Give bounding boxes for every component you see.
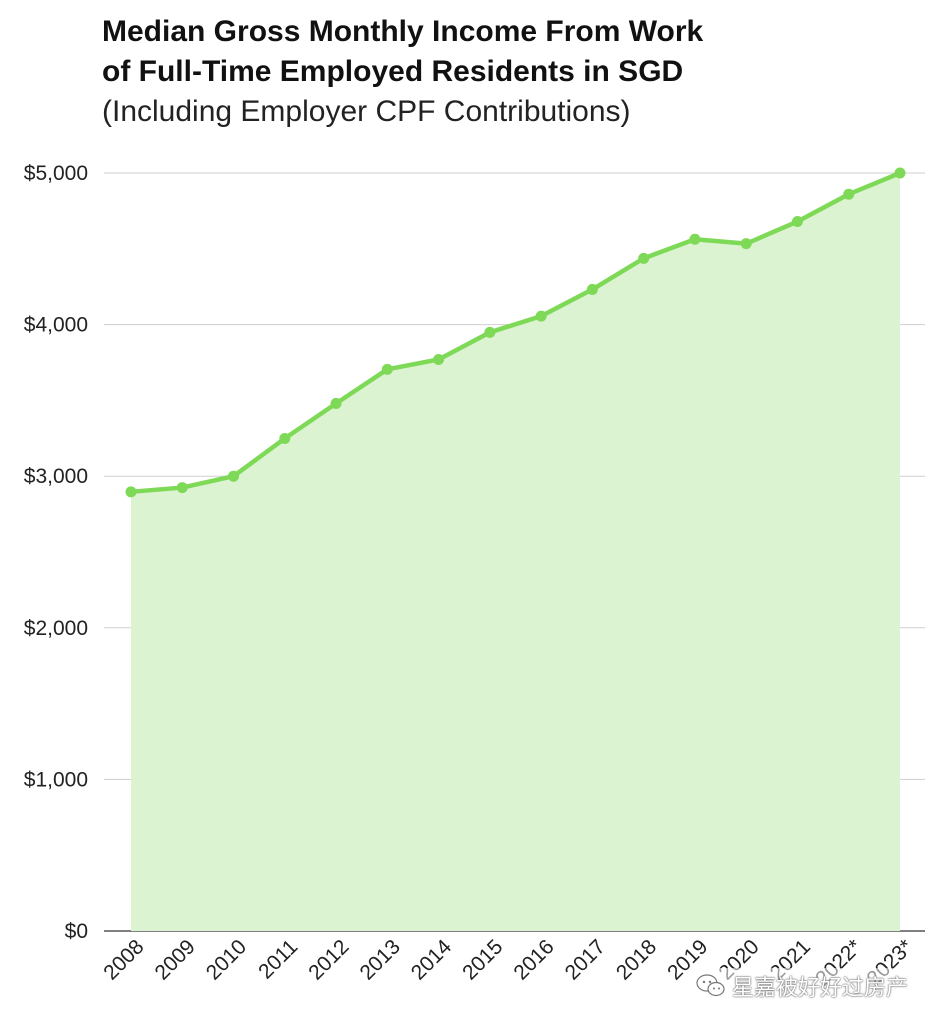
x-tick-label: 2011 [254, 935, 302, 983]
data-point-2010 [228, 470, 240, 482]
x-tick-label: 2015 [458, 935, 507, 984]
y-tick-label: $1,000 [24, 768, 88, 791]
data-point-2020 [740, 238, 752, 250]
area-fill [131, 173, 900, 931]
data-point-2019 [689, 233, 701, 245]
x-tick-label: 2016 [509, 935, 558, 984]
y-tick-label: $4,000 [24, 314, 88, 337]
data-point-2014 [433, 353, 445, 365]
y-tick-label: $0 [65, 920, 88, 943]
x-tick-label: 2008 [99, 935, 148, 984]
data-point-2016 [535, 310, 547, 322]
y-axis-ticks: $0 $1,000 $2,000 $3,000 $4,000 $5,000 [24, 162, 88, 943]
y-tick-label: $2,000 [24, 617, 88, 640]
x-tick-label: 2017 [561, 935, 610, 984]
x-tick-label: 2009 [151, 935, 200, 984]
x-tick-label: 2010 [202, 935, 251, 984]
point-layer [125, 167, 906, 498]
line-layer [128, 170, 903, 495]
y-tick-label: $5,000 [24, 162, 88, 185]
x-tick-label: 2013 [356, 935, 405, 984]
data-point-2017 [586, 283, 598, 295]
data-point-2018 [638, 252, 650, 264]
data-point-2022* [843, 188, 855, 200]
data-point-2011 [279, 432, 291, 444]
x-tick-label: 2012 [304, 935, 353, 984]
watermark-text: 星嘉被好好过房产 [732, 975, 909, 1000]
chart-title-line-1: Median Gross Monthly Income From Work [102, 15, 704, 48]
y-tick-label: $3,000 [24, 465, 88, 488]
chart-subtitle: (Including Employer CPF Contributions) [102, 95, 631, 128]
data-point-2008 [125, 486, 137, 498]
data-point-2013 [381, 363, 393, 375]
x-tick-label: 2014 [407, 935, 457, 985]
chart-title-block: Median Gross Monthly Income From Work of… [102, 12, 703, 132]
data-point-2021 [791, 216, 803, 228]
series-line [128, 170, 903, 495]
data-point-2023* [894, 167, 906, 179]
data-point-2015 [484, 326, 496, 338]
x-tick-label: 2018 [612, 935, 661, 984]
data-point-2009 [176, 482, 188, 494]
wechat-icon [696, 974, 725, 997]
data-point-2012 [330, 397, 342, 409]
area-layer [131, 173, 900, 931]
chart-title-line-2: of Full-Time Employed Residents in SGD [102, 55, 684, 88]
watermark: 星嘉被好好过房产 [692, 968, 913, 1004]
